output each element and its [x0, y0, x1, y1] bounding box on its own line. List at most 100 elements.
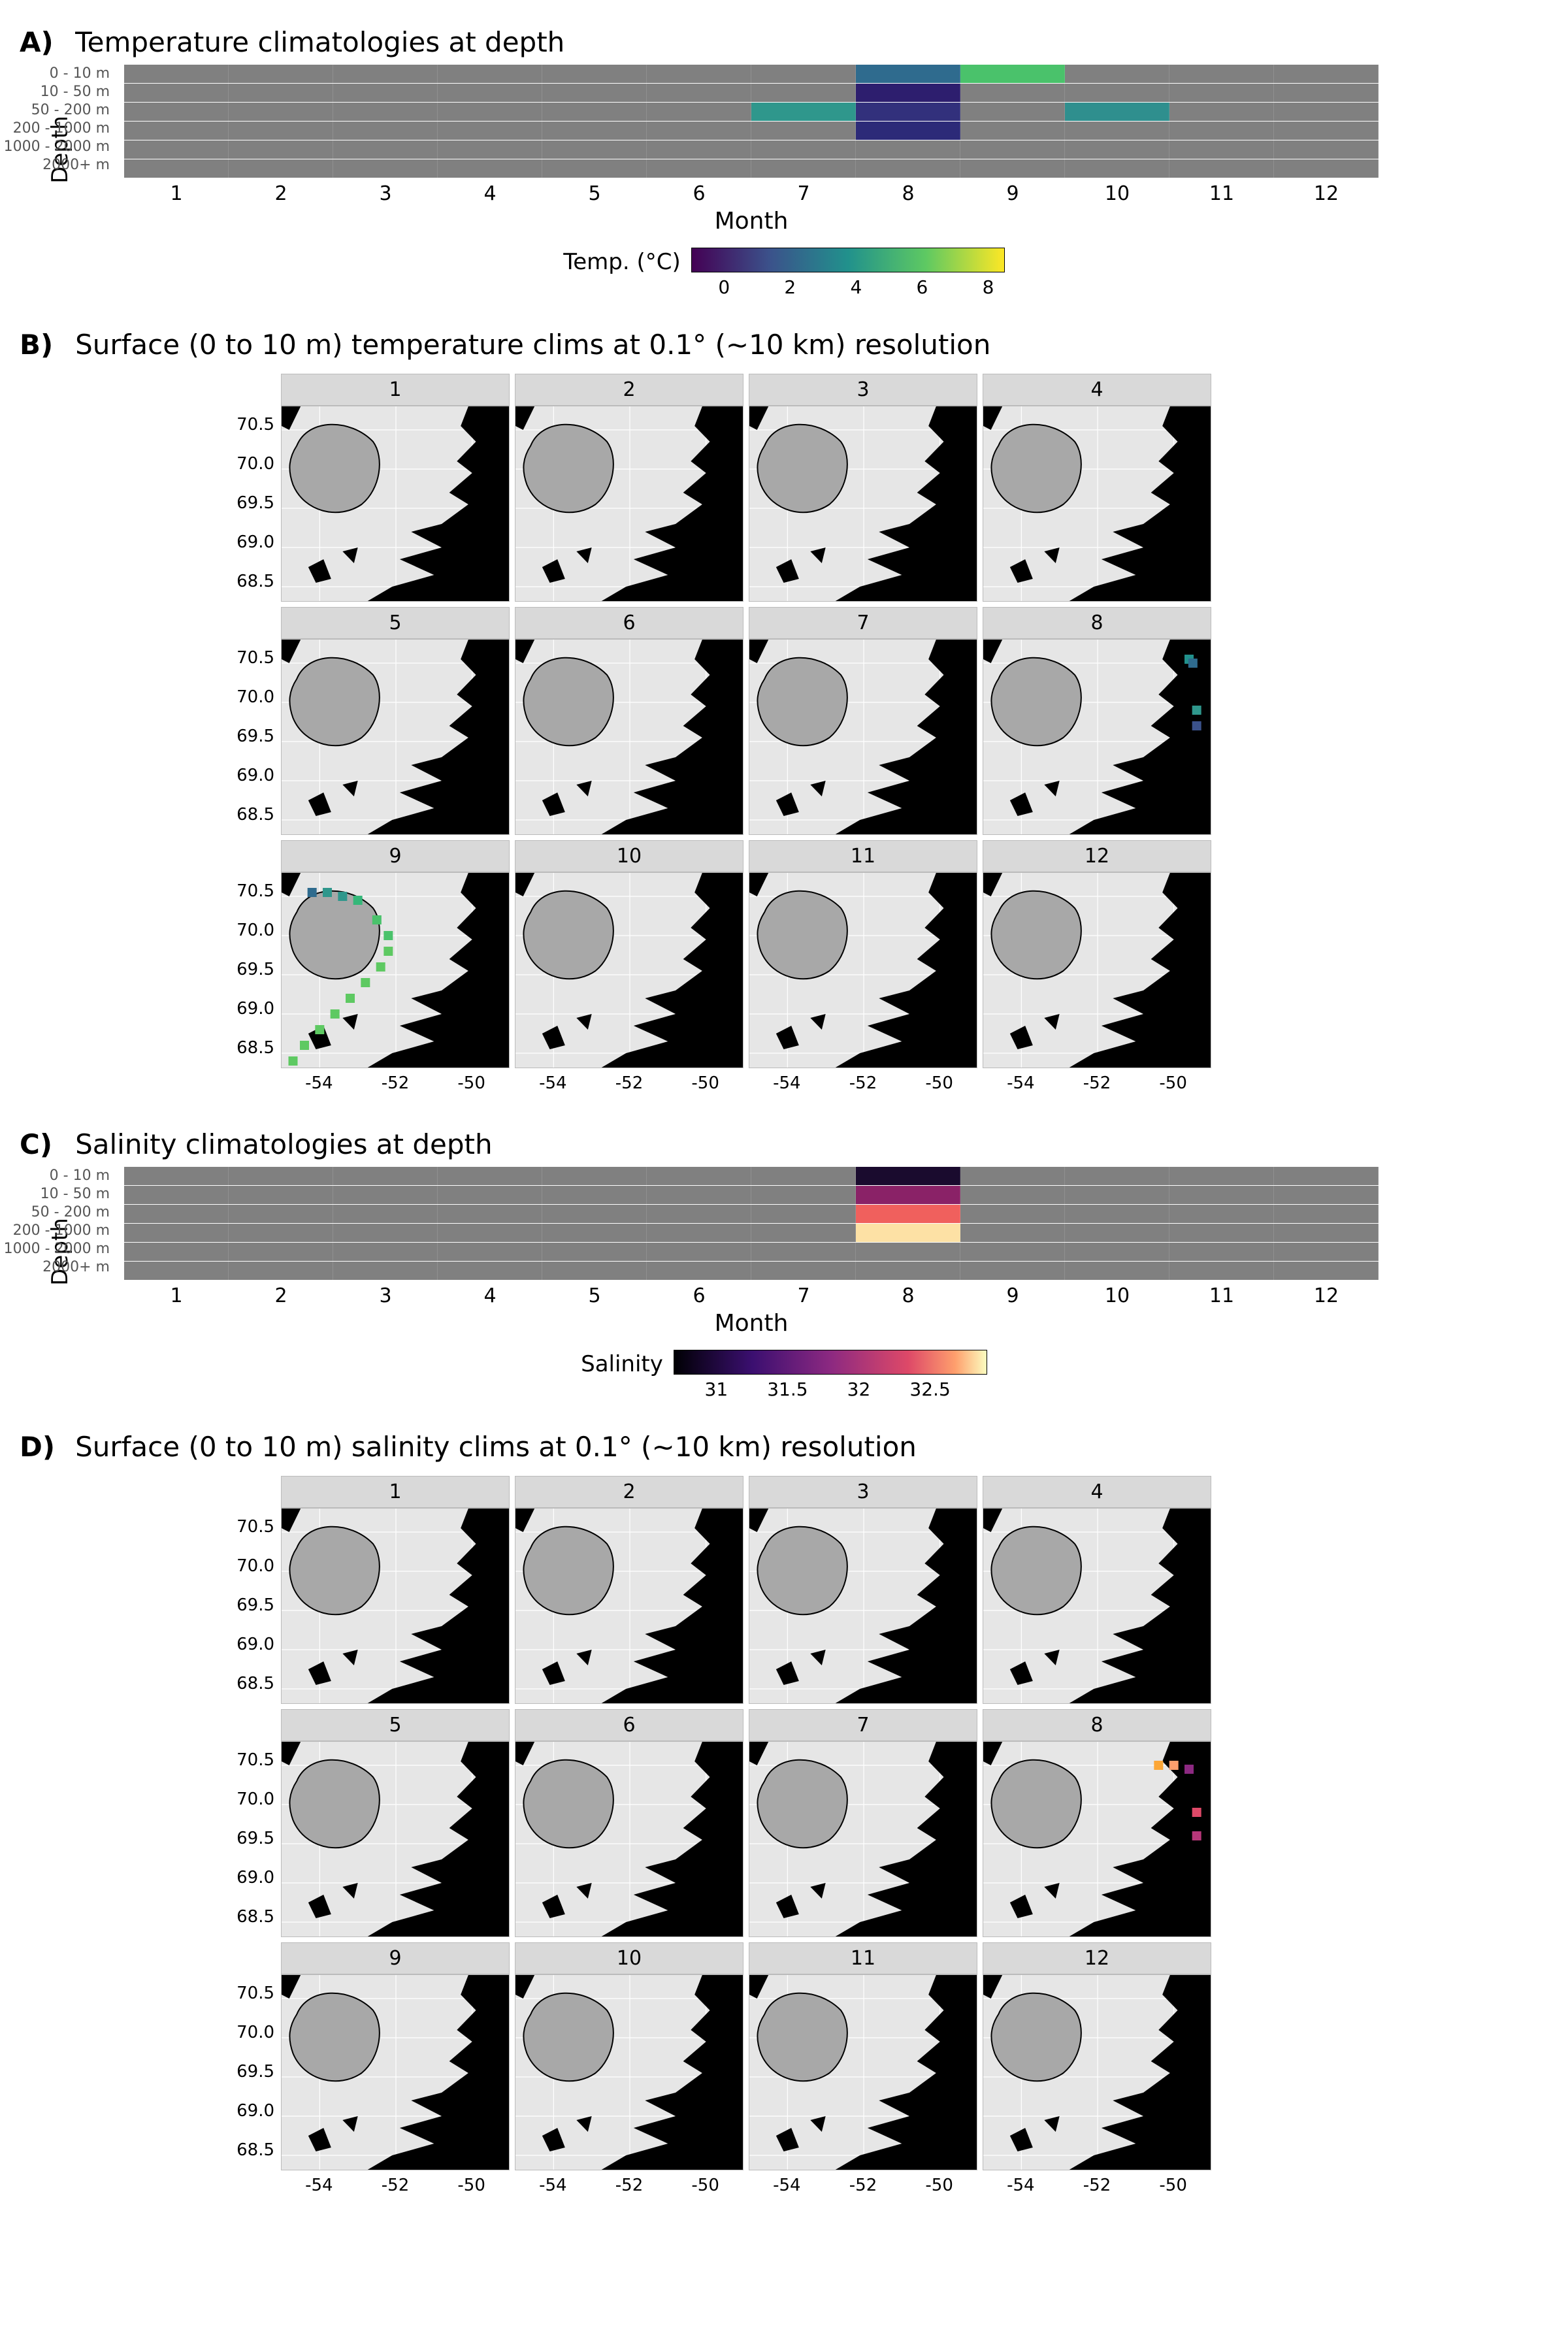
- heatmap-xtick: 9: [960, 1284, 1065, 1307]
- heatmap-cell: [960, 1186, 1065, 1204]
- heatmap-cell: [647, 1243, 751, 1261]
- heatmap-xtick: 2: [229, 182, 333, 205]
- heatmap-cell: [751, 65, 856, 83]
- heatmap-cell: [438, 1205, 542, 1223]
- heatmap-cell: [333, 1167, 438, 1185]
- heatmap-cell: [333, 65, 438, 83]
- map-body: [515, 1741, 743, 1937]
- map-xtick: -50: [1159, 2176, 1186, 2195]
- map-facet: 6: [515, 607, 743, 835]
- heatmap-cell: [1169, 1167, 1274, 1185]
- heatmap-cell: [960, 65, 1065, 83]
- heatmap-cell: [1065, 1205, 1169, 1223]
- heatmap-cell: [542, 1243, 647, 1261]
- heatmap-cell: [1065, 1186, 1169, 1204]
- map-facet-title: 7: [749, 1709, 977, 1741]
- panel-b-title: Surface (0 to 10 m) temperature clims at…: [75, 329, 990, 361]
- heatmap-cell: [124, 1262, 229, 1280]
- map-xtick: -52: [382, 2176, 409, 2195]
- heatmap-cell: [124, 1205, 229, 1223]
- heatmap-cell: [647, 65, 751, 83]
- map-body: [983, 1741, 1211, 1937]
- map-body: [281, 1741, 510, 1937]
- heatmap-cell: [856, 122, 960, 140]
- heatmap-cell: [542, 84, 647, 102]
- heatmap-cell: [960, 1224, 1065, 1242]
- heatmap-cell: [333, 1243, 438, 1261]
- heatmap-cell: [1065, 122, 1169, 140]
- map-facet: 2: [515, 1476, 743, 1704]
- heatmap-cell: [1274, 65, 1379, 83]
- heatmap-cell: [124, 1186, 229, 1204]
- heatmap-cell: [438, 140, 542, 159]
- map-body: [749, 406, 977, 602]
- heatmap-xtick: 10: [1065, 182, 1169, 205]
- map-body: [983, 1508, 1211, 1704]
- map-body: [515, 639, 743, 835]
- map-facet: 10: [515, 1942, 743, 2170]
- heatmap-xtick: 12: [1274, 182, 1379, 205]
- heatmap-cell: [960, 122, 1065, 140]
- map-facet: 11: [749, 840, 977, 1068]
- heatmap-ytick: 1000 - 2000 m: [4, 1242, 110, 1256]
- panel-a-heatmap: Depth 0 - 10 m10 - 50 m50 - 200 m200 - 1…: [124, 65, 1548, 235]
- panel-c-label: C): [20, 1128, 72, 1160]
- heatmap-cell: [1169, 1205, 1274, 1223]
- sal-cbar-label: Salinity: [581, 1350, 663, 1377]
- map-ytick: 70.5: [237, 1517, 274, 1537]
- map-ytick: 69.0: [237, 999, 274, 1019]
- heatmap-xtick: 6: [647, 1284, 751, 1307]
- map-facet: 8: [983, 607, 1211, 835]
- heatmap-cell: [856, 84, 960, 102]
- map-facet-title: 2: [515, 374, 743, 406]
- heatmap-cell: [1274, 1262, 1379, 1280]
- heatmap-cell: [542, 103, 647, 121]
- heatmap-cell: [229, 103, 333, 121]
- map-facet-title: 8: [983, 607, 1211, 639]
- heatmap-cell: [1274, 1186, 1379, 1204]
- heatmap-cell: [751, 84, 856, 102]
- heatmap-cell: [1274, 1224, 1379, 1242]
- map-facet-title: 6: [515, 1709, 743, 1741]
- heatmap-cell: [647, 1205, 751, 1223]
- temp-colorbar: Temp. (°C) 02468: [20, 248, 1548, 296]
- heatmap-cell: [229, 65, 333, 83]
- map-body: [983, 1974, 1211, 2170]
- heatmap-cell: [751, 1186, 856, 1204]
- heatmap-cell: [1169, 65, 1274, 83]
- map-xtick: -50: [1159, 1073, 1186, 1093]
- map-facet-title: 1: [281, 1476, 510, 1508]
- heatmap-cell: [1065, 1262, 1169, 1280]
- map-facet-title: 9: [281, 840, 510, 872]
- heatmap-cell: [647, 159, 751, 178]
- map-facet-title: 9: [281, 1942, 510, 1974]
- map-xtick: -50: [925, 2176, 953, 2195]
- heatmap-cell: [542, 122, 647, 140]
- map-ytick: 68.5: [237, 2140, 274, 2160]
- heatmap-cell: [1065, 84, 1169, 102]
- heatmap-cell: [542, 159, 647, 178]
- heatmap-cell: [1065, 103, 1169, 121]
- panel-a-xlabel: Month: [124, 208, 1379, 235]
- map-body: [281, 872, 510, 1068]
- map-xtick: -50: [457, 2176, 485, 2195]
- heatmap-cell: [647, 1262, 751, 1280]
- panel-d-label: D): [20, 1431, 72, 1463]
- heatmap-cell: [124, 122, 229, 140]
- heatmap-cell: [647, 122, 751, 140]
- heatmap-cell: [647, 1186, 751, 1204]
- heatmap-cell: [751, 122, 856, 140]
- heatmap-cell: [124, 103, 229, 121]
- panel-c-xlabel: Month: [124, 1310, 1379, 1337]
- panel-b-label: B): [20, 329, 72, 361]
- map-body: [281, 1974, 510, 2170]
- map-facet: 4: [983, 1476, 1211, 1704]
- heatmap-xtick: 5: [542, 1284, 647, 1307]
- heatmap-cell: [1065, 1224, 1169, 1242]
- heatmap-cell: [1274, 122, 1379, 140]
- map-ytick: 69.5: [237, 960, 274, 979]
- map-facet: 5 70.570.069.569.068.5: [281, 1709, 510, 1937]
- map-body: [281, 639, 510, 835]
- heatmap-ytick: 10 - 50 m: [41, 85, 110, 99]
- heatmap-cell: [751, 1243, 856, 1261]
